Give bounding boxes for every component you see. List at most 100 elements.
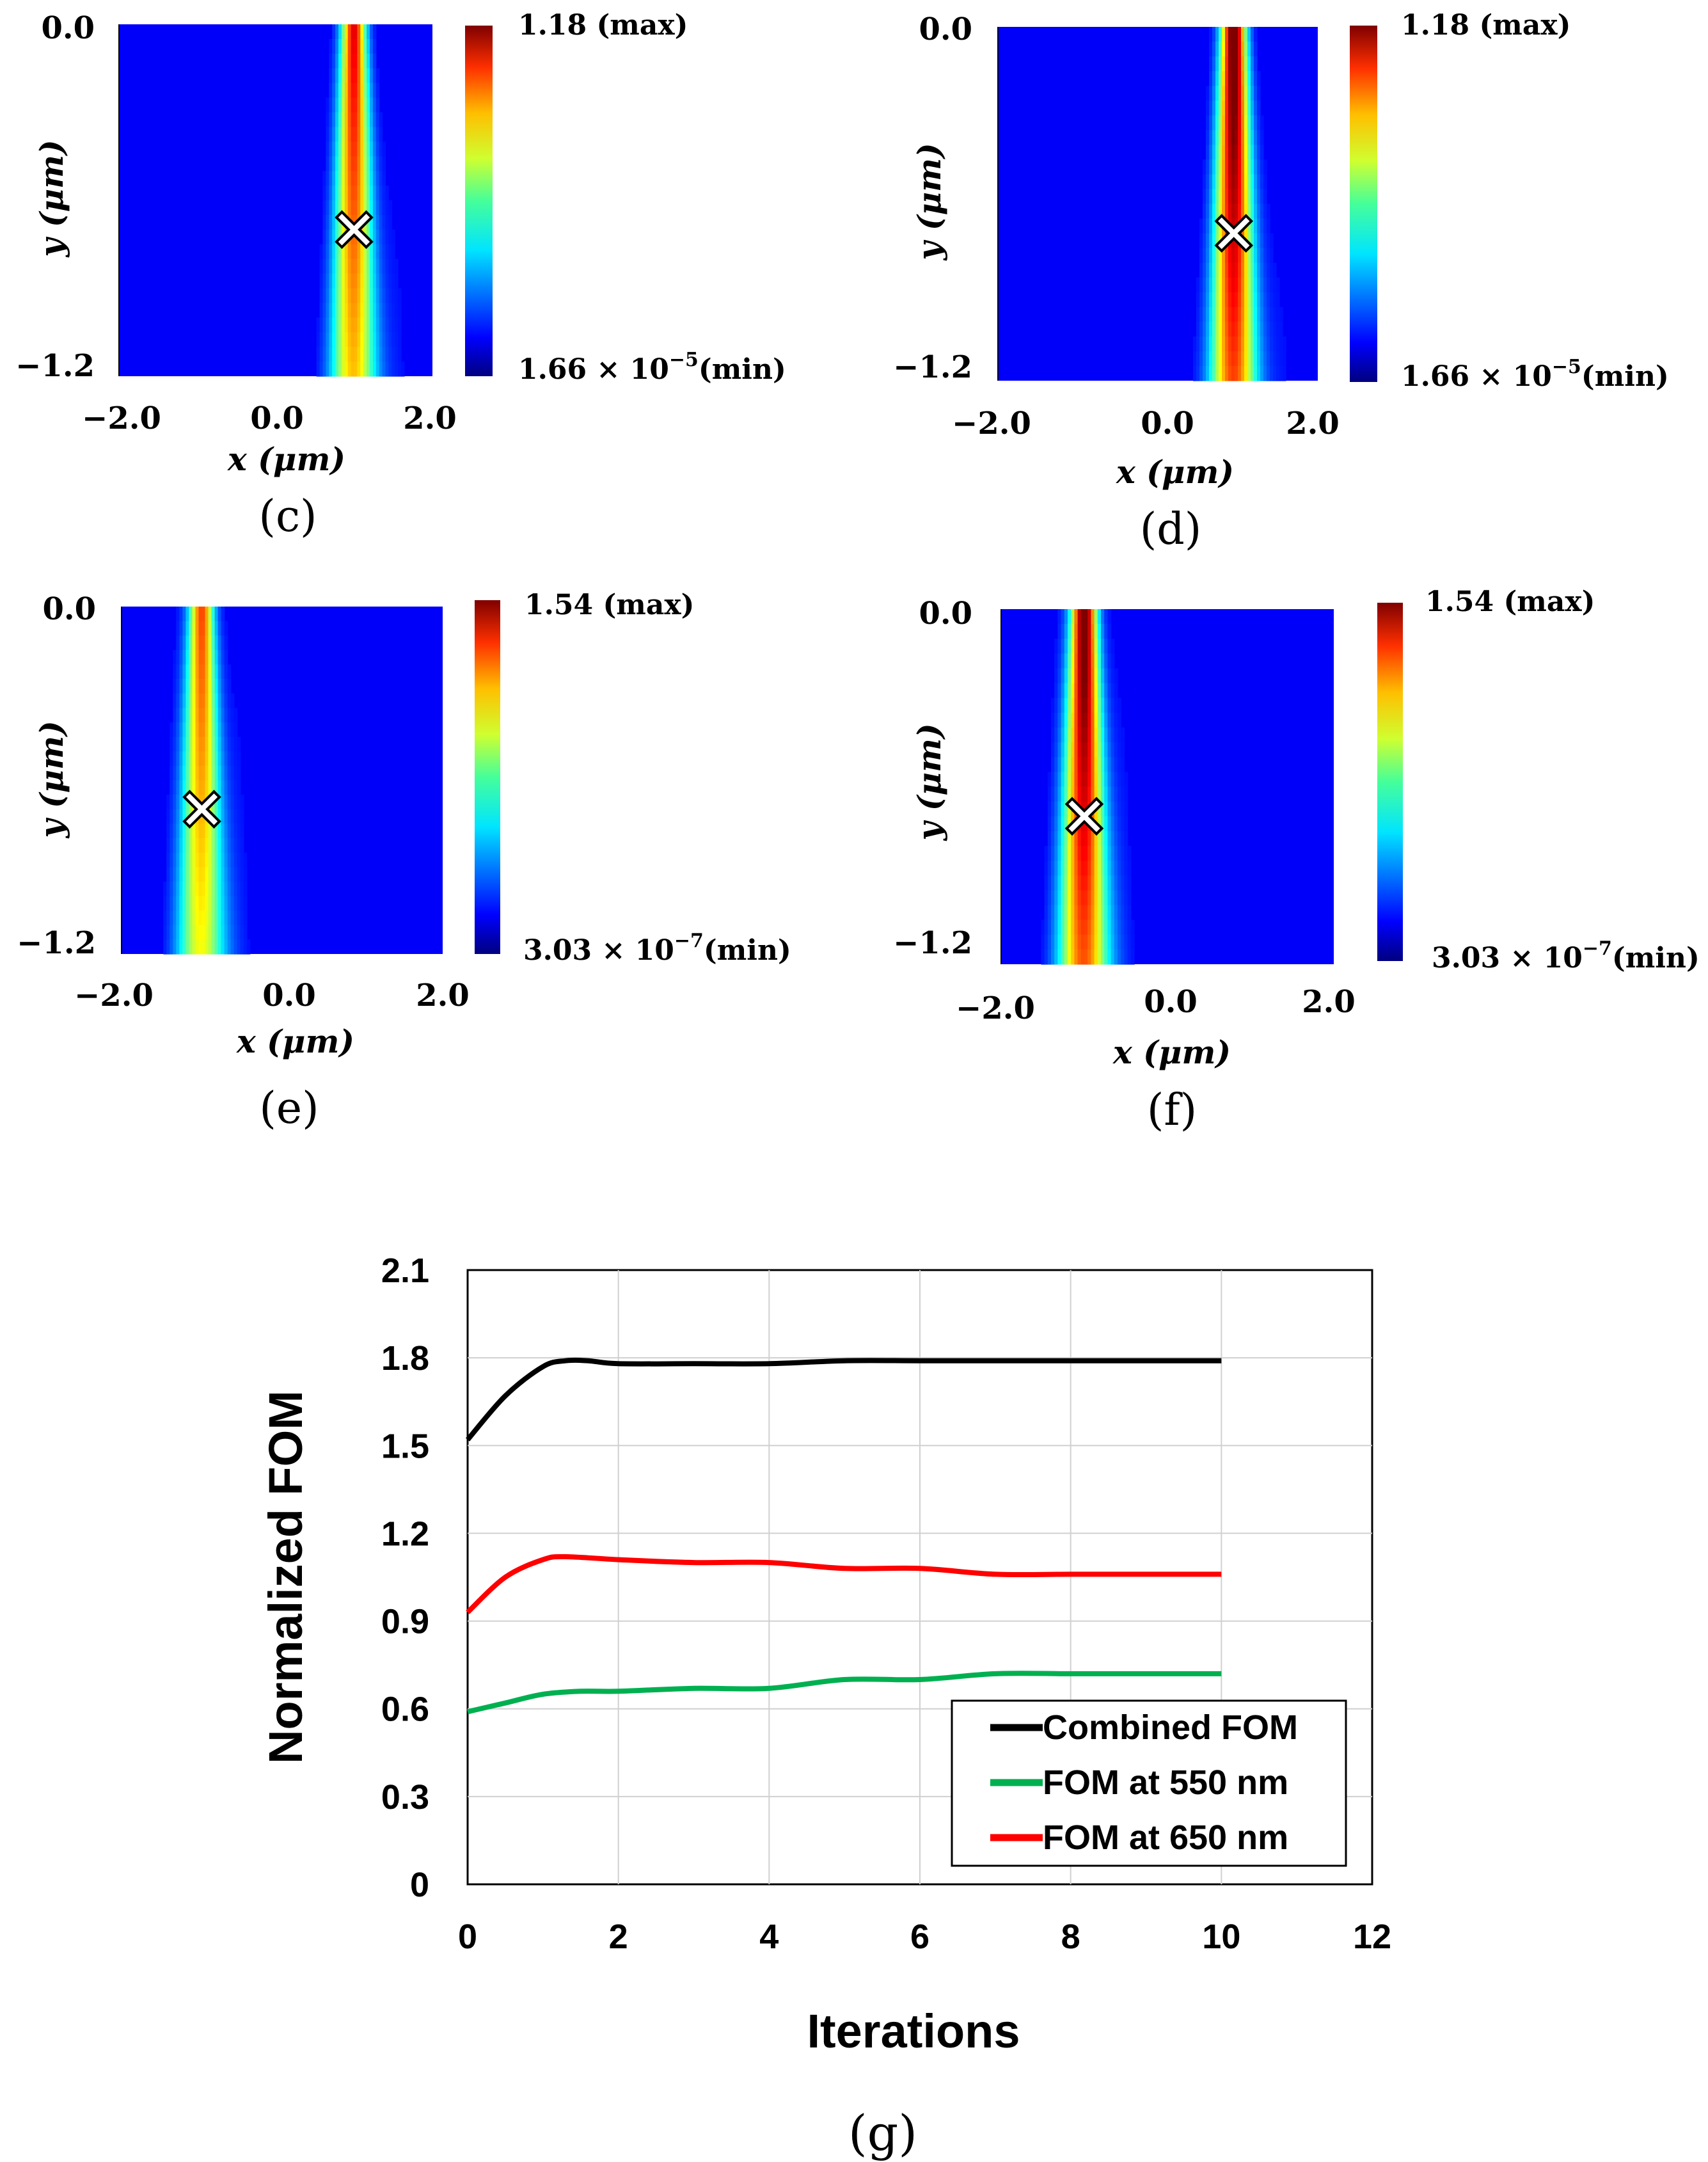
heatmap-cell	[202, 649, 206, 665]
heatmap-cell	[1279, 336, 1283, 352]
heatmap-cell	[237, 765, 241, 781]
y-ticks: 00.30.60.91.21.51.82.1	[381, 1252, 429, 1904]
heatmap-cell	[1124, 801, 1128, 817]
heatmap-cell	[335, 156, 339, 171]
heatmap-cell	[202, 910, 206, 926]
heatmap-cell	[1051, 697, 1055, 713]
heatmap-cell	[1212, 277, 1216, 293]
heatmap-cell	[338, 244, 342, 260]
heatmap-cell	[1080, 639, 1085, 654]
heatmap-cell	[351, 156, 355, 171]
heatmap-cell	[1206, 203, 1210, 219]
heatmap-cell	[1107, 772, 1112, 788]
heatmap-cell	[1219, 27, 1222, 42]
heatmap-cell	[176, 881, 180, 897]
heatmap-cell	[1074, 683, 1079, 699]
heatmap-cell	[382, 244, 386, 260]
series-line-fom-650nm	[466, 1554, 1222, 1614]
heatmap-cell	[170, 852, 173, 868]
heatmap-cell	[1222, 130, 1226, 145]
heatmap-cell	[1257, 159, 1261, 175]
heatmap-cell	[1244, 56, 1248, 72]
heatmap-cell	[316, 362, 320, 377]
heatmap-cell	[344, 288, 349, 304]
heatmap-cell	[1064, 949, 1068, 965]
heatmap-cell	[1068, 831, 1071, 847]
heatmap-cell	[338, 112, 342, 128]
heatmap-cell	[1244, 86, 1248, 101]
heatmap-cell	[179, 939, 183, 955]
heatmap-cell	[1051, 712, 1055, 728]
heatmap-cell	[189, 852, 193, 868]
heatmap-cell	[1212, 71, 1216, 86]
heatmap-cell	[1054, 949, 1058, 965]
heatmap-cell	[376, 171, 380, 186]
heatmap-cell	[227, 780, 232, 795]
heatmap-cell	[1238, 306, 1242, 322]
y-axis-label-e: y (μm)	[33, 720, 70, 838]
heatmap-cell	[1219, 203, 1222, 219]
heatmap-cell	[379, 288, 383, 304]
heatmap-cell	[1087, 668, 1091, 684]
heatmap-cell	[1077, 890, 1082, 906]
heatmap-cell	[1260, 145, 1264, 160]
heatmap-cell	[237, 867, 241, 882]
heatmap-cell	[329, 97, 333, 113]
heatmap-cell	[347, 347, 352, 362]
heatmap-cell	[186, 722, 190, 738]
heatmap-cell	[1087, 905, 1091, 921]
heatmap-cell	[376, 127, 380, 142]
heatmap-cell	[332, 317, 336, 333]
heatmap-cell	[214, 780, 219, 795]
heatmap-cell	[221, 780, 225, 795]
heatmap-cell	[322, 317, 326, 333]
heatmap-cell	[1238, 100, 1242, 116]
heatmap-cell	[1244, 130, 1248, 145]
heatmap-cell	[1215, 233, 1219, 249]
heatmap-cell	[1084, 757, 1088, 772]
heatmap-cell	[1101, 742, 1105, 758]
heatmap-cell	[1064, 846, 1068, 861]
heatmap-cell	[1257, 115, 1261, 131]
heatmap-cell	[205, 910, 209, 926]
y-tick-bottom-d: −1.2	[893, 349, 972, 385]
heatmap-cell	[230, 881, 235, 897]
heatmap-cell	[329, 38, 333, 54]
heatmap-cell	[1094, 846, 1098, 861]
heatmap-cell	[205, 881, 209, 897]
heatmap-cell	[1257, 336, 1261, 352]
heatmap-cell	[211, 607, 216, 622]
heatmap-cell	[1061, 712, 1065, 728]
heatmap-cell	[1235, 321, 1238, 337]
heatmap-cell	[1228, 42, 1232, 57]
heatmap-cell	[1263, 262, 1267, 278]
heatmap-cell	[214, 765, 219, 781]
heatmap-cell	[198, 867, 203, 882]
heatmap-cell	[230, 925, 235, 940]
heatmap-cell	[1209, 248, 1213, 264]
heatmap-cell	[1209, 100, 1213, 116]
heatmap-cell	[208, 621, 212, 636]
heatmap-cell	[1057, 816, 1062, 832]
heatmap-cell	[347, 332, 352, 347]
heatmap-cell	[1101, 786, 1105, 802]
heatmap-cell	[1238, 27, 1242, 42]
heatmap-cell	[189, 881, 193, 897]
heatmap-cell	[1080, 934, 1085, 950]
heatmap-cell	[1273, 292, 1277, 308]
heatmap-cell	[1101, 919, 1105, 935]
heatmap-cell	[1212, 100, 1216, 116]
heatmap-cell	[1206, 336, 1210, 352]
heatmap-cell	[1219, 115, 1222, 131]
heatmap-cell	[166, 910, 170, 926]
heatmap-cell	[208, 693, 212, 708]
heatmap-cell	[335, 273, 339, 289]
heatmap-cell	[227, 925, 232, 940]
heatmap-cell	[221, 795, 225, 810]
heatmap-cell	[1121, 890, 1125, 906]
heatmap-cell	[186, 910, 190, 926]
heatmap-cell	[363, 112, 367, 128]
heatmap-cell	[1127, 890, 1132, 906]
heatmap-cell	[176, 679, 180, 694]
heatmap-cell	[363, 38, 367, 54]
